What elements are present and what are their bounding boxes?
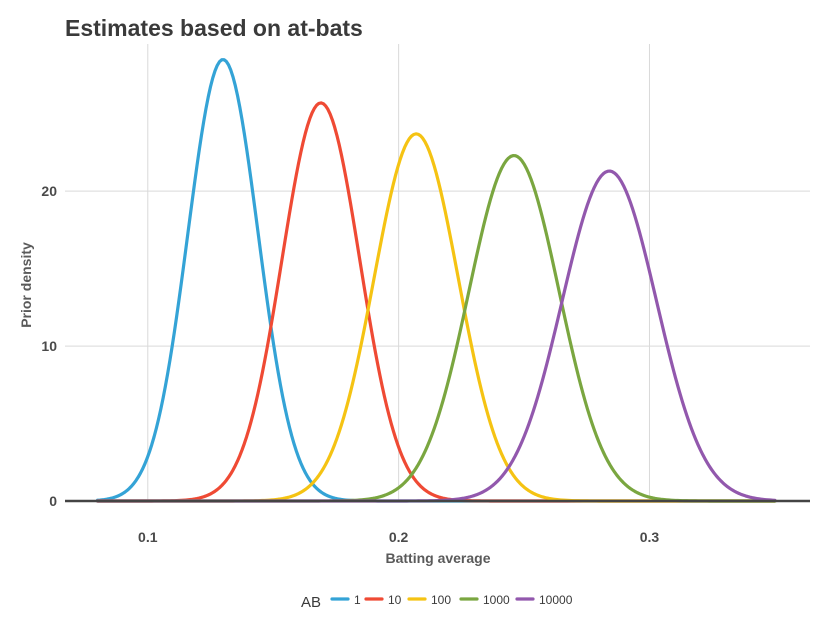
series-line-10	[96, 101, 777, 503]
legend-label-10: 10	[388, 593, 402, 607]
series-line-10000	[96, 169, 777, 503]
y-axis-title: Prior density	[18, 242, 34, 328]
series-lines	[96, 58, 777, 503]
series-line-1	[96, 58, 777, 503]
legend-label-100: 100	[431, 593, 451, 607]
x-tick-label: 0.1	[138, 529, 158, 545]
y-tick-label: 20	[41, 183, 57, 199]
chart-title: Estimates based on at-bats	[65, 15, 363, 41]
y-tick-label: 0	[49, 493, 57, 509]
grid	[65, 44, 810, 501]
series-line-100	[96, 132, 777, 503]
legend-label-10000: 10000	[539, 593, 573, 607]
tick-labels: 0.1 0.2 0.3 0 10 20	[41, 183, 659, 545]
series-line-1000	[96, 154, 777, 503]
legend-title: AB	[301, 594, 321, 611]
x-tick-label: 0.2	[389, 529, 409, 545]
x-tick-label: 0.3	[640, 529, 660, 545]
x-axis-title: Batting average	[385, 550, 490, 566]
legend-label-1: 1	[354, 593, 361, 607]
legend-items: 1 10 100 1000 10000	[330, 593, 573, 607]
legend-label-1000: 1000	[483, 593, 510, 607]
y-tick-label: 10	[41, 338, 57, 354]
legend: AB 1 10 100 1000 10000	[301, 593, 573, 611]
